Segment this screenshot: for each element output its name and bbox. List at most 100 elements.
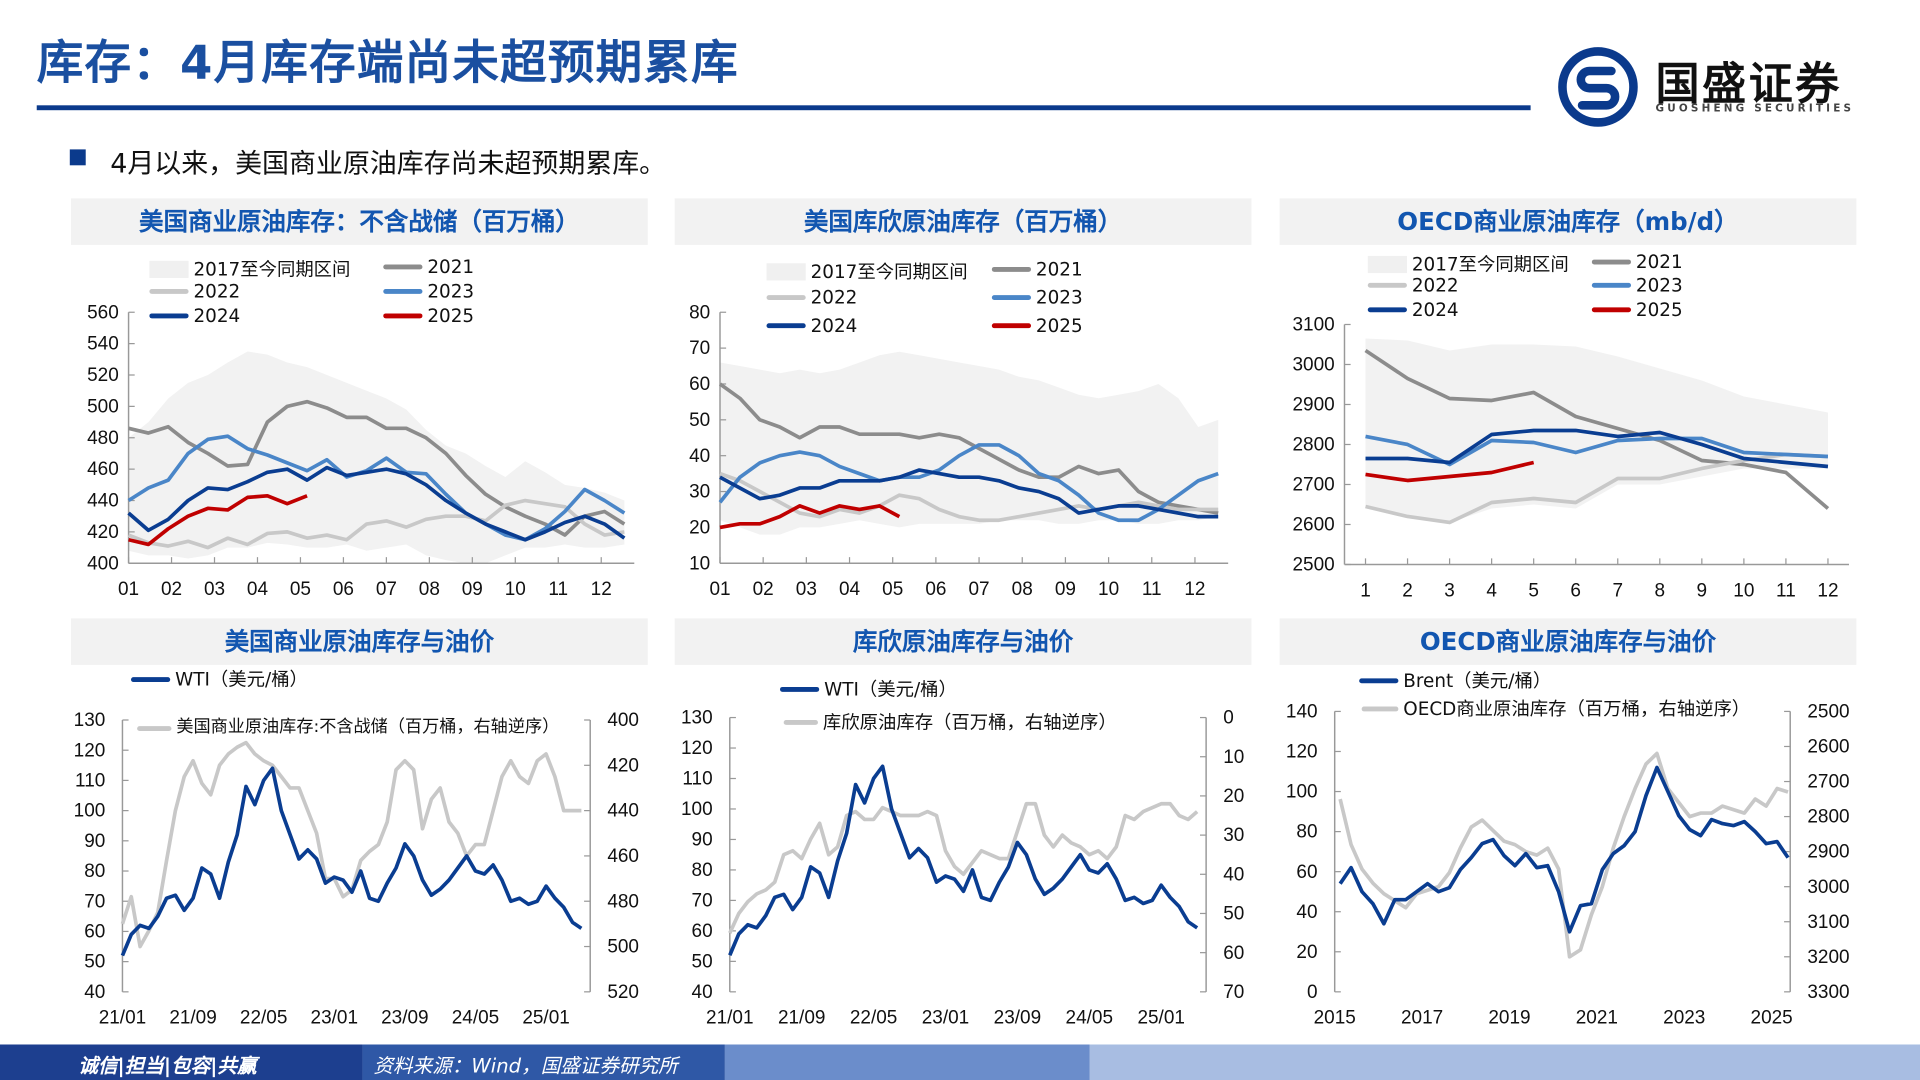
- x-tick-label: 04: [247, 579, 268, 600]
- y-tick-label: 2600: [1292, 515, 1334, 536]
- series-line-2021: [128, 399, 626, 537]
- right-y-tick-label: 420: [607, 755, 639, 776]
- legend-swatch: [131, 676, 171, 682]
- footer-source: 资料来源：Wind，国盛证券研究所: [373, 1054, 678, 1078]
- logo-swirl-icon: [1558, 47, 1638, 127]
- legend-item-wti: WTI（美元/桶）: [780, 676, 957, 702]
- footer-segment: [362, 1044, 725, 1080]
- series-line-2025: [128, 493, 308, 547]
- series-line-2024: [719, 468, 1219, 519]
- left-y-tick-label: 130: [74, 710, 106, 731]
- legend-swatch: [991, 323, 1032, 329]
- right-y-tick-label: 520: [607, 982, 639, 1003]
- x-tick-label: 23/01: [311, 1008, 358, 1029]
- y-tick-label: 80: [689, 302, 710, 323]
- x-tick-label: 24/05: [452, 1008, 499, 1029]
- left-y-tick-label: 120: [681, 738, 713, 759]
- x-tick-label: 7: [1612, 580, 1623, 601]
- chart-title-oecd: OECD商业原油库存（mb/d）: [1279, 198, 1857, 245]
- x-tick-label: 21/01: [99, 1008, 146, 1029]
- left-y-tick-label: 50: [692, 951, 713, 972]
- bullet-square-icon: [69, 149, 86, 166]
- legend-label: Brent（美元/桶）: [1403, 669, 1552, 692]
- chart-cushing-vs-wti: 40 50 60 70 80 90 100 110 120 130 0 10 20 30 40 50 60 70 2…: [681, 708, 1244, 1029]
- left-y-tick-label: 100: [1286, 782, 1318, 803]
- right-y-tick-label: 0: [1223, 708, 1234, 729]
- inventory-line: [728, 801, 1199, 934]
- left-y-tick-label: 70: [84, 891, 105, 912]
- right-y-tick-label: 2600: [1807, 737, 1849, 758]
- legend-swatch: [991, 295, 1032, 301]
- x-tick-label: 23/01: [922, 1008, 969, 1029]
- right-y-tick-label: 70: [1223, 982, 1244, 1003]
- range-band: [1365, 338, 1828, 523]
- x-tick-label: 12: [1184, 579, 1205, 600]
- legend-label: 2021: [1635, 251, 1683, 274]
- y-tick-label: 460: [87, 459, 119, 480]
- legend-label: 2022: [193, 280, 241, 303]
- x-tick-label: 11: [1776, 580, 1796, 601]
- right-y-tick-label: 40: [1223, 864, 1244, 885]
- y-tick-label: 20: [689, 518, 710, 539]
- legend-item-band: 2017至今同期区间: [766, 258, 968, 284]
- x-tick-label: 23/09: [994, 1008, 1041, 1029]
- legend-item-wti: WTI（美元/桶）: [131, 666, 308, 692]
- bullet-text: 4月以来，美国商业原油库存尚未超预期累库。: [110, 149, 667, 181]
- y-tick-label: 3100: [1292, 315, 1334, 336]
- price-line: [728, 764, 1199, 956]
- x-tick-label: 10: [1098, 579, 1119, 600]
- right-y-tick-label: 480: [607, 891, 639, 912]
- legend-label: 2023: [1035, 286, 1083, 309]
- x-tick-label: 22/05: [240, 1008, 287, 1029]
- series-line-2023: [718, 443, 1219, 523]
- x-tick-label: 4: [1486, 580, 1497, 601]
- legend-label: 2017至今同期区间: [1411, 253, 1569, 276]
- legend-item-2022: 2022: [1367, 274, 1459, 297]
- x-tick-label: 5: [1528, 580, 1539, 601]
- y-tick-label: 70: [689, 338, 710, 359]
- left-y-tick-label: 80: [1296, 822, 1317, 843]
- x-tick-label: 21/01: [706, 1008, 753, 1029]
- right-y-tick-label: 2800: [1807, 807, 1849, 828]
- left-y-tick-label: 80: [692, 860, 713, 881]
- footer-segment: [0, 1044, 363, 1080]
- chart-oecd-vs-brent: 0 20 40 60 80 100 120 140 2500 2600 2700 2800 2900 30…: [1286, 702, 1850, 1029]
- x-tick-label: 2023: [1663, 1008, 1705, 1029]
- y-tick-label: 2800: [1292, 435, 1334, 456]
- series-line-2025: [1365, 460, 1535, 483]
- legend-swatch: [1367, 307, 1407, 313]
- legend-item-2023: 2023: [1591, 274, 1683, 296]
- y-tick-label: 520: [87, 365, 119, 386]
- legend-item-brent: Brent（美元/桶）: [1359, 667, 1551, 693]
- left-y-tick-label: 40: [84, 982, 105, 1003]
- right-y-tick-label: 3000: [1807, 877, 1849, 898]
- legend-swatch: [149, 260, 189, 278]
- x-tick-label: 9: [1697, 580, 1708, 601]
- legend-item-2025: 2025: [383, 305, 474, 327]
- legend-item-band: 2017至今同期区间: [1367, 251, 1569, 277]
- chart-title-us-commercial: 美国商业原油库存：不含战储（百万桶）: [71, 198, 648, 245]
- left-y-tick-label: 80: [84, 861, 105, 882]
- x-tick-label: 06: [925, 579, 946, 600]
- chart-title-oecd-vs-price: OECD商业原油库存与油价: [1279, 618, 1857, 665]
- x-tick-label: 07: [376, 579, 397, 600]
- x-tick-label: 2017: [1401, 1008, 1443, 1029]
- legend-item-us-inventory: 美国商业原油库存:不含战储（百万桶，右轴逆序）: [137, 714, 590, 741]
- y-tick-label: 3000: [1292, 355, 1334, 376]
- left-y-tick-label: 90: [84, 831, 105, 852]
- right-y-tick-label: 500: [607, 937, 639, 958]
- right-y-tick-label: 30: [1223, 825, 1244, 846]
- legend-label: 2022: [1411, 274, 1459, 297]
- x-tick-label: 09: [462, 579, 483, 600]
- legend-label: 2022: [810, 286, 858, 309]
- x-tick-label: 07: [969, 579, 990, 600]
- footer-motto: 诚信|担当|包容|共赢: [78, 1054, 257, 1078]
- x-tick-label: 21/09: [778, 1008, 825, 1029]
- x-tick-label: 02: [753, 579, 774, 600]
- x-tick-label: 05: [290, 579, 311, 600]
- x-tick-label: 8: [1655, 580, 1666, 601]
- x-tick-label: 1: [1360, 580, 1371, 601]
- legend-item-2021: 2021: [991, 258, 1083, 280]
- legend-item-2023: 2023: [991, 286, 1083, 309]
